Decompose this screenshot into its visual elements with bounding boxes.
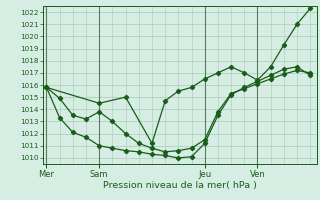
X-axis label: Pression niveau de la mer( hPa ): Pression niveau de la mer( hPa ) [103,181,257,190]
